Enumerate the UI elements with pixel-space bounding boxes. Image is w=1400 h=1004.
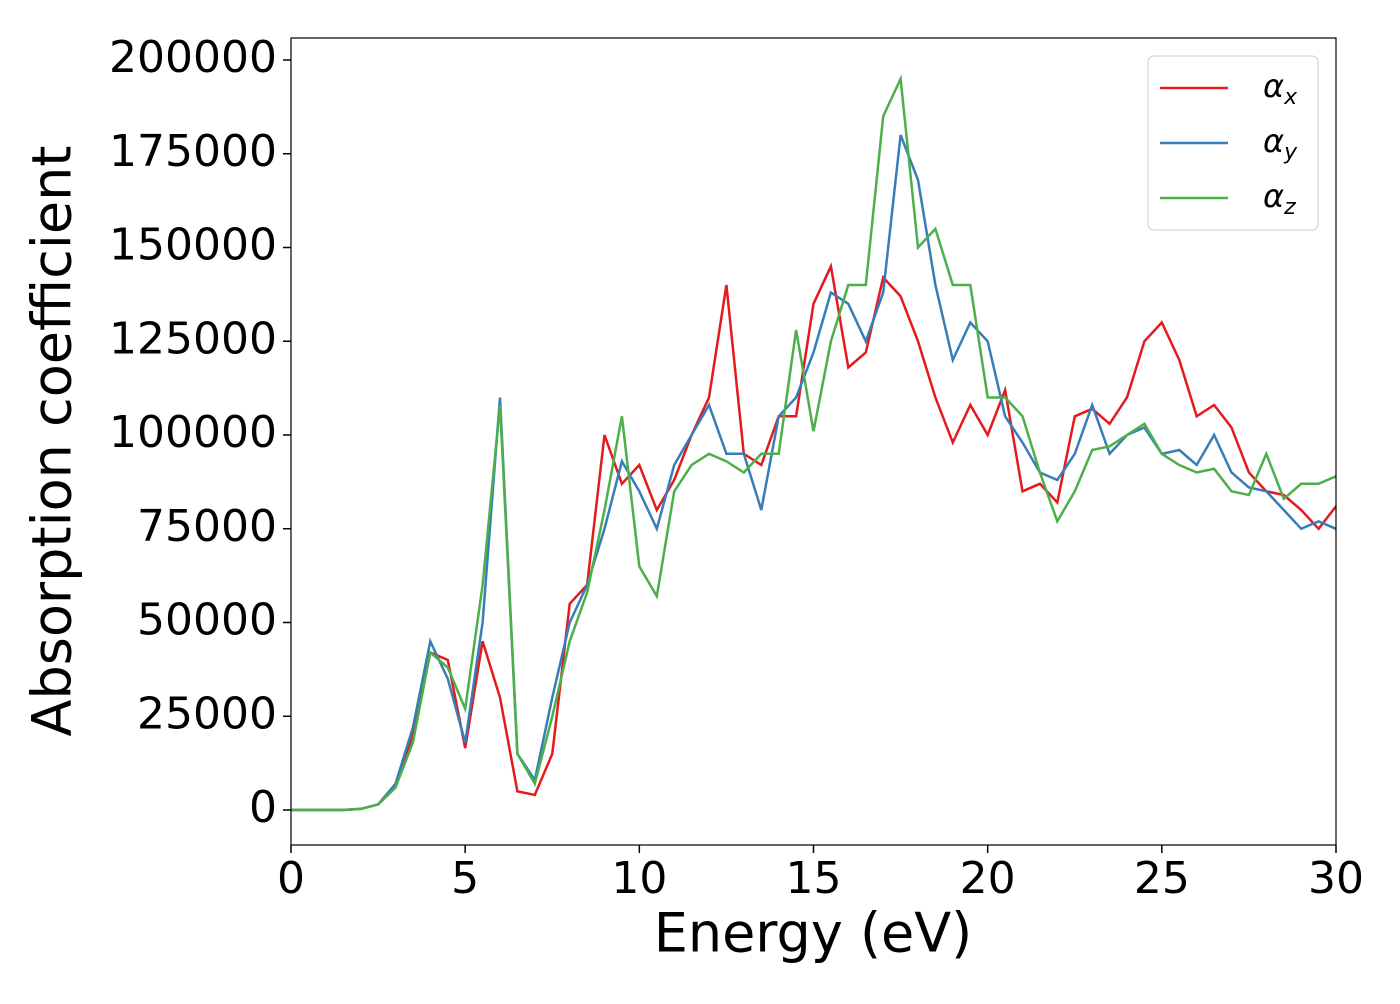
x-tick-label: 5 [451, 853, 479, 904]
y-tick-label: 150000 [109, 220, 277, 271]
y-tick-label: 0 [249, 782, 277, 833]
legend-label: αy [1263, 122, 1298, 165]
y-tick-label: 200000 [109, 32, 277, 83]
y-tick-label: 100000 [109, 407, 277, 458]
y-tick-label: 75000 [137, 501, 277, 552]
x-tick-label: 0 [277, 853, 305, 904]
x-tick-label: 20 [960, 853, 1016, 904]
y-tick-label: 50000 [137, 595, 277, 646]
x-axis-label: Energy (eV) [654, 902, 973, 965]
legend-box [1147, 55, 1319, 231]
y-tick-label: 125000 [109, 313, 277, 364]
y-axis-label: Absorption coefficient [21, 146, 84, 737]
series-line [291, 262, 1337, 812]
y-tick-label: 25000 [137, 688, 277, 739]
series-line [291, 74, 1337, 812]
x-tick-label: 25 [1134, 853, 1190, 904]
plot-frame [290, 37, 1337, 846]
x-tick-label: 15 [786, 853, 842, 904]
x-tick-label: 30 [1308, 853, 1364, 904]
legend-label: αx [1263, 67, 1298, 110]
y-tick-label: 175000 [109, 126, 277, 177]
x-tick-label: 10 [611, 853, 667, 904]
legend-label: αz [1263, 177, 1296, 220]
series-line [291, 134, 1337, 812]
